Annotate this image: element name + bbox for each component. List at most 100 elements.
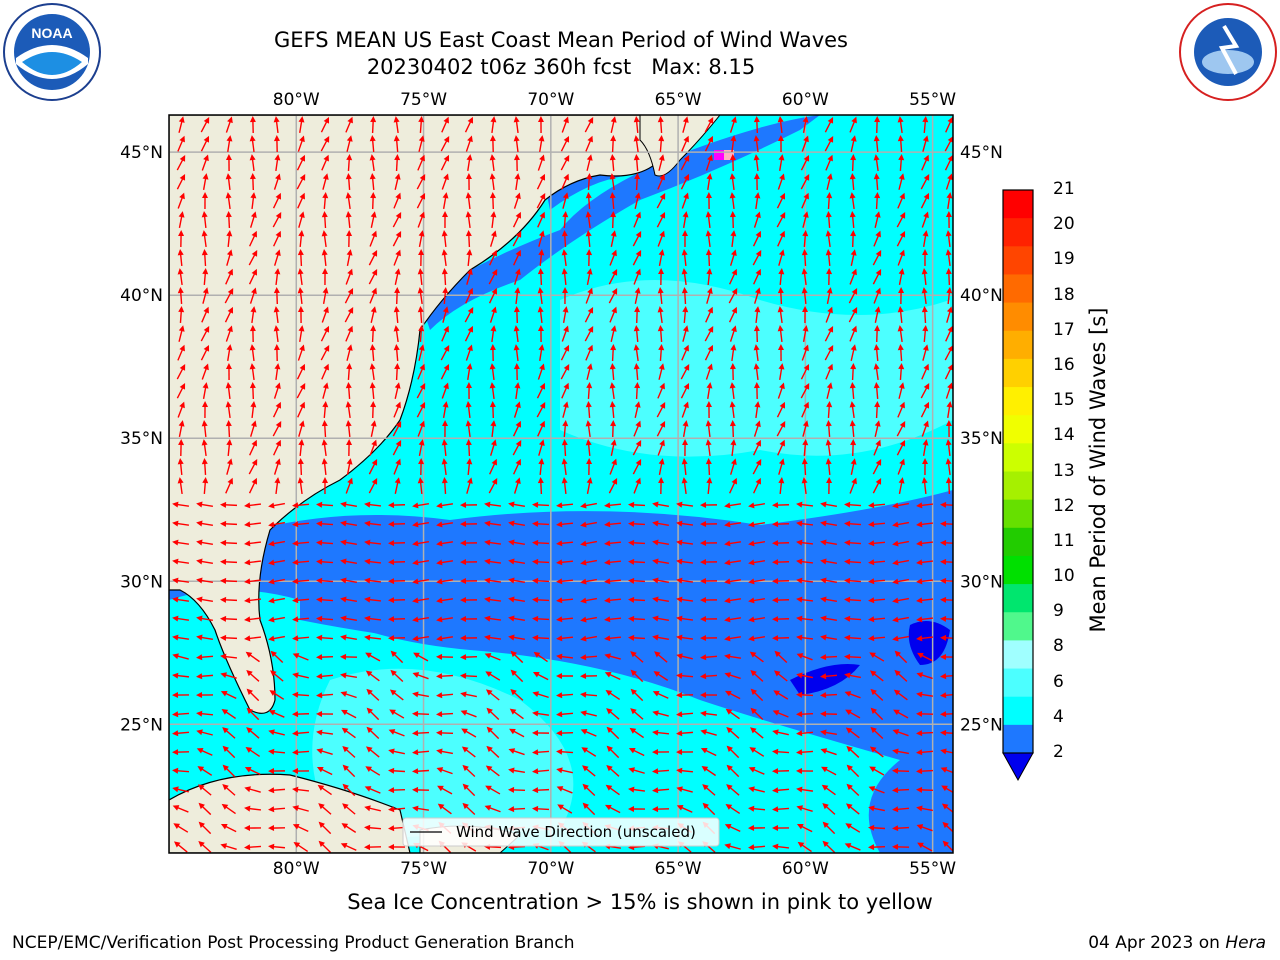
wave-direction-arrow xyxy=(416,383,426,399)
wave-direction-arrow xyxy=(920,401,930,418)
lat-tick-label: 35°N xyxy=(960,429,1003,449)
wave-direction-arrow xyxy=(656,420,666,437)
lon-tick-label: 70°W xyxy=(527,859,574,879)
wave-direction-arrow xyxy=(418,344,425,361)
wave-direction-arrow xyxy=(940,577,953,584)
wave-direction-arrow xyxy=(441,382,449,399)
wave-direction-arrow xyxy=(749,747,765,757)
wave-direction-arrow xyxy=(412,786,430,793)
wave-direction-arrow xyxy=(870,707,884,721)
wave-direction-arrow xyxy=(340,691,357,699)
wave-direction-arrow xyxy=(628,501,646,508)
wave-direction-arrow xyxy=(513,268,521,285)
wave-direction-arrow xyxy=(173,841,188,853)
wave-direction-arrow xyxy=(466,268,473,285)
wave-direction-arrow xyxy=(724,597,742,604)
wave-direction-arrow xyxy=(370,192,377,210)
wave-direction-arrow xyxy=(273,249,281,266)
lat-tick-label: 30°N xyxy=(960,572,1003,592)
wave-direction-arrow xyxy=(370,325,377,343)
wave-direction-arrow xyxy=(245,746,261,758)
cuba-land xyxy=(169,773,411,853)
colorbar-cell xyxy=(1003,584,1033,613)
wave-direction-arrow xyxy=(849,173,856,191)
wave-direction-arrow xyxy=(368,249,378,266)
wave-direction-arrow xyxy=(610,439,617,456)
wave-direction-arrow xyxy=(844,843,861,851)
wave-direction-arrow xyxy=(658,249,665,266)
wave-direction-arrow xyxy=(322,173,329,190)
wave-direction-arrow xyxy=(537,268,544,286)
wave-direction-arrow xyxy=(441,439,448,457)
wave-direction-arrow xyxy=(652,577,670,584)
wave-direction-arrow xyxy=(510,669,524,683)
wave-direction-arrow xyxy=(202,382,209,399)
wave-direction-arrow xyxy=(652,729,670,736)
wave-direction-arrow xyxy=(753,363,760,381)
wave-direction-arrow xyxy=(345,477,353,494)
wave-direction-arrow xyxy=(845,823,861,833)
wave-direction-arrow xyxy=(537,116,544,134)
wave-direction-arrow xyxy=(297,477,304,495)
wave-direction-arrow xyxy=(681,287,688,305)
wave-direction-arrow xyxy=(941,803,953,815)
wave-direction-arrow xyxy=(489,230,497,247)
wave-direction-arrow xyxy=(916,635,934,642)
wave-direction-arrow xyxy=(177,287,184,305)
wave-direction-arrow xyxy=(658,458,665,475)
wave-direction-arrow xyxy=(514,173,521,191)
wave-direction-arrow xyxy=(412,672,429,680)
wave-direction-arrow xyxy=(274,154,281,172)
wave-direction-arrow xyxy=(345,211,352,229)
wave-direction-arrow xyxy=(178,306,185,324)
wave-direction-arrow xyxy=(916,540,934,547)
wave-direction-arrow xyxy=(896,230,906,247)
wave-direction-arrow xyxy=(800,363,810,380)
wave-direction-arrow xyxy=(772,843,790,850)
wave-direction-arrow xyxy=(201,306,209,323)
wave-direction-arrow xyxy=(178,230,185,248)
wave-direction-arrow xyxy=(340,501,358,508)
wave-direction-arrow xyxy=(436,673,454,680)
wave-direction-arrow xyxy=(849,116,857,133)
wave-direction-arrow xyxy=(292,786,310,793)
wave-direction-arrow xyxy=(916,710,934,717)
wave-direction-arrow xyxy=(322,401,329,419)
wave-direction-arrow xyxy=(940,615,953,622)
wave-direction-arrow xyxy=(772,597,790,604)
wave-direction-arrow xyxy=(226,135,233,153)
wave-direction-arrow xyxy=(802,306,809,324)
wave-direction-arrow xyxy=(364,501,382,508)
wave-direction-arrow xyxy=(773,690,789,700)
lat-tick-label: 40°N xyxy=(120,286,163,306)
wave-direction-arrow xyxy=(606,765,620,777)
wave-direction-arrow xyxy=(225,401,232,419)
wave-direction-arrow xyxy=(873,230,881,247)
wave-direction-arrow xyxy=(365,670,380,682)
wave-direction-arrow xyxy=(268,710,285,718)
wave-direction-arrow xyxy=(630,651,644,663)
wave-direction-arrow xyxy=(634,401,641,418)
wave-direction-arrow xyxy=(340,520,358,527)
wave-direction-arrow xyxy=(508,577,526,584)
wave-direction-arrow xyxy=(922,439,929,456)
wave-direction-arrow xyxy=(702,784,716,796)
wave-direction-arrow xyxy=(825,211,832,229)
wave-direction-arrow xyxy=(778,477,785,495)
wave-direction-arrow xyxy=(172,672,190,679)
wave-direction-arrow xyxy=(826,287,833,304)
wave-direction-arrow xyxy=(724,824,741,833)
wave-direction-arrow xyxy=(488,269,498,285)
wave-direction-arrow xyxy=(796,730,814,737)
wave-direction-arrow xyxy=(945,325,953,342)
wave-direction-arrow xyxy=(226,439,233,457)
wave-direction-arrow xyxy=(249,116,256,134)
lat-tick-label: 40°N xyxy=(960,286,1003,306)
ocean-below-2 xyxy=(790,664,860,695)
wave-direction-arrow xyxy=(460,616,478,623)
wave-direction-arrow xyxy=(177,477,184,495)
wave-direction-arrow xyxy=(322,477,329,495)
wave-direction-arrow xyxy=(821,784,836,796)
wave-direction-arrow xyxy=(172,767,190,774)
wave-direction-arrow xyxy=(825,230,832,248)
